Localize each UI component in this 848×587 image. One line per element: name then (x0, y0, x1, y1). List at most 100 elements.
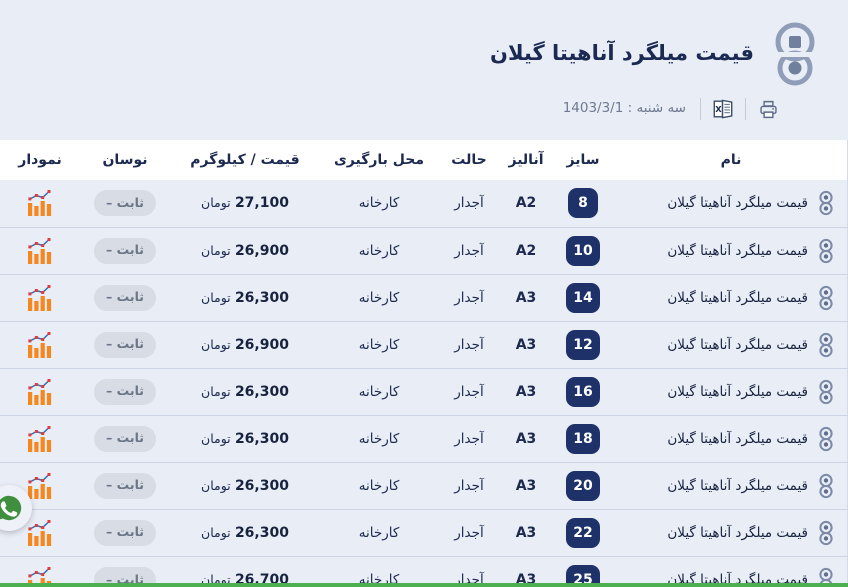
chart-icon[interactable] (25, 518, 55, 548)
column-header-fluctuation[interactable]: نوسان (80, 140, 170, 180)
price-value: 26,300 (234, 430, 289, 447)
analysis-value: A2 (515, 195, 537, 212)
cell-chart[interactable] (0, 274, 80, 322)
cell-fluctuation: ثابت – (80, 368, 170, 416)
state-value: آجدار (454, 524, 484, 541)
cell-fluctuation: ثابت – (80, 227, 170, 275)
cell-place: کارخانه (320, 415, 438, 463)
place-value: کارخانه (358, 430, 400, 447)
anahita-logo-icon (771, 22, 819, 86)
price-unit: تومان (201, 383, 231, 399)
price-unit: تومان (201, 430, 231, 446)
chart-icon[interactable] (25, 424, 55, 454)
excel-export-icon: X (713, 99, 733, 119)
cell-name: قیمت میلگرد آناهیتا گیلان (614, 368, 848, 416)
cell-name: قیمت میلگرد آناهیتا گیلان (614, 180, 848, 228)
column-header-price[interactable]: قیمت / کیلوگرم (170, 140, 320, 180)
analysis-value: A3 (515, 383, 537, 400)
table-row[interactable]: قیمت میلگرد آناهیتا گیلان 8 A2 آجدار کار… (0, 180, 848, 228)
cell-name: قیمت میلگرد آناهیتا گیلان (614, 509, 848, 557)
cell-price: 26,300 تومان (170, 509, 320, 557)
price-table: نام سایز آنالیز حالت محل بارگیری قیمت / … (0, 140, 848, 587)
analysis-value: A3 (515, 336, 537, 353)
table-row[interactable]: قیمت میلگرد آناهیتا گیلان 18 A3 آجدار کا… (0, 415, 848, 463)
cell-chart[interactable] (0, 180, 80, 228)
column-header-analysis[interactable]: آنالیز (500, 140, 552, 180)
cell-place: کارخانه (320, 509, 438, 557)
state-value: آجدار (454, 430, 484, 447)
fluctuation-badge: ثابت – (94, 190, 156, 217)
cell-place: کارخانه (320, 227, 438, 275)
excel-export-button[interactable]: X (701, 94, 745, 124)
cell-fluctuation: ثابت – (80, 321, 170, 369)
chart-icon[interactable] (25, 188, 55, 218)
cell-price: 26,300 تومان (170, 368, 320, 416)
size-badge: 18 (566, 423, 600, 454)
table-row[interactable]: قیمت میلگرد آناهیتا گیلان 14 A3 آجدار کا… (0, 274, 848, 322)
state-value: آجدار (454, 195, 484, 212)
row-logo-icon (819, 520, 833, 545)
cell-price: 26,300 تومان (170, 274, 320, 322)
fluctuation-badge: ثابت – (94, 425, 156, 452)
analysis-value: A3 (515, 524, 537, 541)
product-name: قیمت میلگرد آناهیتا گیلان (667, 430, 808, 447)
chart-icon[interactable] (25, 236, 55, 266)
page-title: قیمت میلگرد آناهیتا گیلان (490, 41, 754, 66)
header-toolbar: X سه شنبه : 1403/3/1 (547, 92, 790, 126)
cell-analysis: A3 (500, 368, 552, 416)
toolbar-divider-2 (700, 98, 701, 120)
cell-analysis: A3 (500, 321, 552, 369)
column-header-size[interactable]: سایز (552, 140, 614, 180)
cell-state: آجدار (438, 180, 500, 228)
price-value: 26,300 (234, 524, 289, 541)
table-head: نام سایز آنالیز حالت محل بارگیری قیمت / … (0, 140, 848, 180)
column-header-state[interactable]: حالت (438, 140, 500, 180)
price-unit: تومان (201, 289, 231, 305)
whatsapp-float-button[interactable] (0, 485, 32, 531)
cell-analysis: A3 (500, 509, 552, 557)
table-row[interactable]: قیمت میلگرد آناهیتا گیلان 10 A2 آجدار کا… (0, 227, 848, 275)
cell-chart[interactable] (0, 227, 80, 275)
cell-chart[interactable] (0, 415, 80, 463)
column-header-place[interactable]: محل بارگیری (320, 140, 438, 180)
cell-state: آجدار (438, 274, 500, 322)
chart-icon[interactable] (25, 471, 55, 501)
printer-icon (759, 100, 777, 118)
fluctuation-badge: ثابت – (94, 519, 156, 546)
cell-place: کارخانه (320, 274, 438, 322)
chart-icon[interactable] (25, 283, 55, 313)
cell-price: 26,300 تومان (170, 415, 320, 463)
place-value: کارخانه (358, 336, 400, 353)
cell-analysis: A3 (500, 462, 552, 510)
cell-state: آجدار (438, 368, 500, 416)
cell-state: آجدار (438, 321, 500, 369)
cell-size: 10 (552, 227, 614, 275)
cell-chart[interactable] (0, 556, 80, 587)
column-header-name[interactable]: نام (614, 140, 848, 180)
table-row[interactable]: قیمت میلگرد آناهیتا گیلان 16 A3 آجدار کا… (0, 368, 848, 416)
cell-chart[interactable] (0, 368, 80, 416)
product-name: قیمت میلگرد آناهیتا گیلان (667, 289, 808, 306)
cell-name: قیمت میلگرد آناهیتا گیلان (614, 462, 848, 510)
table-row[interactable]: قیمت میلگرد آناهیتا گیلان 12 A3 آجدار کا… (0, 321, 848, 369)
cell-size: 22 (552, 509, 614, 557)
cell-chart[interactable] (0, 321, 80, 369)
table-row[interactable]: قیمت میلگرد آناهیتا گیلان 20 A3 آجدار کا… (0, 462, 848, 510)
price-value: 27,100 (234, 195, 289, 212)
cell-fluctuation: ثابت – (80, 415, 170, 463)
cell-name: قیمت میلگرد آناهیتا گیلان (614, 321, 848, 369)
place-value: کارخانه (358, 383, 400, 400)
row-logo-icon (819, 285, 833, 310)
chart-icon[interactable] (25, 377, 55, 407)
column-header-chart[interactable]: نمودار (0, 140, 80, 180)
size-badge: 10 (566, 235, 600, 266)
place-value: کارخانه (358, 289, 400, 306)
cell-analysis: A2 (500, 180, 552, 228)
analysis-value: A2 (515, 242, 537, 259)
cell-price: 26,900 تومان (170, 227, 320, 275)
chart-icon[interactable] (25, 330, 55, 360)
product-name: قیمت میلگرد آناهیتا گیلان (667, 242, 808, 259)
table-row[interactable]: قیمت میلگرد آناهیتا گیلان 22 A3 آجدار کا… (0, 509, 848, 557)
print-button[interactable] (746, 94, 790, 124)
cell-fluctuation: ثابت – (80, 556, 170, 587)
